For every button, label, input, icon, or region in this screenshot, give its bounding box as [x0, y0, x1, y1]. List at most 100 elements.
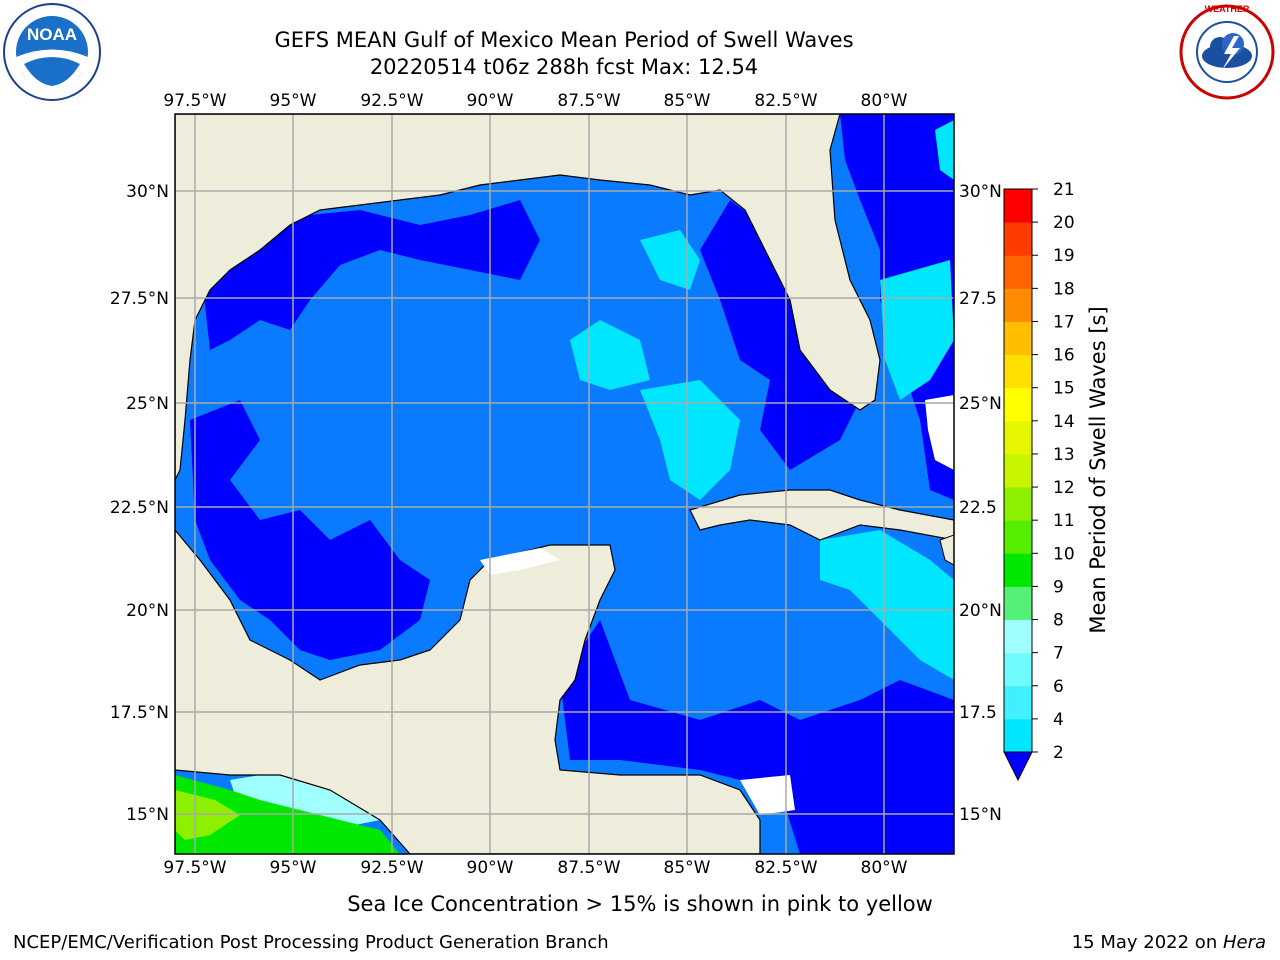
- colorbar-segment: [1004, 619, 1032, 654]
- colorbar-segment: [1004, 255, 1032, 289]
- colorbar-segment: [1004, 520, 1032, 554]
- nodata-honduras: [740, 775, 795, 815]
- noaa-logo: NOAA: [3, 3, 101, 101]
- lat-tick-right: 25°N: [959, 394, 1002, 414]
- swell-low-north-shelf: [200, 200, 540, 350]
- colorbar-tick-label: 10: [1053, 544, 1075, 564]
- colorbar-segment: [1004, 321, 1032, 356]
- colorbar-tick-label: 8: [1053, 611, 1064, 631]
- colorbar-segment: [1004, 553, 1032, 587]
- land-hispaniola: [939, 534, 954, 566]
- swell-low-caribbean: [560, 620, 954, 854]
- land-cuba: [689, 489, 954, 541]
- colorbar-segment: [1004, 652, 1032, 687]
- lat-tick-right: 15°N: [959, 805, 1002, 825]
- map-frame: [174, 113, 955, 855]
- footer-host: Hera: [1222, 932, 1266, 953]
- colorbar-tick-label: 7: [1053, 644, 1064, 664]
- colorbar-outline: [1003, 188, 1033, 753]
- chart-title: GEFS MEAN Gulf of Mexico Mean Period of …: [274, 28, 854, 52]
- colorbar-tick-label: 15: [1053, 379, 1075, 399]
- lon-tick-bottom: 97.5°W: [163, 858, 226, 878]
- noaa-text: NOAA: [27, 25, 77, 44]
- nws-logo: WEATHER: [1179, 4, 1275, 100]
- colorbar-segment: [1004, 685, 1032, 720]
- swell-mid-atl-north: [935, 120, 954, 180]
- colorbar-tick-label: 16: [1053, 346, 1075, 366]
- colorbar-segment: [1004, 189, 1032, 223]
- swell-mid-patch: [570, 320, 650, 390]
- footer-credit: NCEP/EMC/Verification Post Processing Pr…: [13, 932, 609, 953]
- footer-date: 15 May 2022 on Hera: [1072, 931, 1266, 955]
- chart-subtitle: 20220514 t06z 288h fcst Max: 12.54: [369, 55, 759, 79]
- nodata-yucatan: [480, 548, 560, 575]
- lon-tick-top: 80°W: [861, 91, 908, 111]
- colorbar-tick-label: 14: [1053, 412, 1075, 432]
- lat-tick-left: 17.5°N: [110, 703, 169, 723]
- colorbar-tick-label: 9: [1053, 577, 1064, 597]
- lat-tick-right: 20°N: [959, 601, 1002, 621]
- colorbar-tick-label: 6: [1053, 677, 1064, 697]
- lat-tick-right: 17.5: [959, 703, 997, 723]
- lat-tick-left: 15°N: [126, 805, 169, 825]
- colorbar-segment: [1004, 718, 1032, 753]
- colorbar-segment: [1004, 487, 1032, 521]
- map-area: [175, 114, 954, 854]
- lat-tick-right: 27.5: [959, 289, 997, 309]
- colorbar-segment: [1004, 288, 1032, 322]
- lon-tick-top: 97.5°W: [163, 91, 226, 111]
- colorbar-segment: [1004, 453, 1032, 488]
- colorbar-tick-label: 11: [1053, 511, 1075, 531]
- colorbar-segment: [1004, 387, 1032, 422]
- colorbar-tick-label: 4: [1053, 710, 1064, 730]
- lon-tick-bottom: 80°W: [861, 858, 908, 878]
- lon-tick-top: 90°W: [467, 91, 514, 111]
- lon-tick-top: 92.5°W: [360, 91, 423, 111]
- lon-tick-bottom: 87.5°W: [557, 858, 620, 878]
- lon-tick-bottom: 90°W: [467, 858, 514, 878]
- lon-tick-top: 87.5°W: [557, 91, 620, 111]
- colorbar-segment: [1004, 420, 1032, 455]
- colorbar: 2 4 6 7 8 9 10 11 12 13 14 15 16 17 18 19 20 21: [1003, 180, 1075, 782]
- footer-date-text: 15 May 2022 on: [1071, 932, 1223, 953]
- colorbar-tick-label: 13: [1053, 445, 1075, 465]
- lon-tick-bottom: 92.5°W: [360, 858, 423, 878]
- swell-low-west: [190, 400, 430, 660]
- lon-tick-top: 82.5°W: [754, 91, 817, 111]
- lat-tick-left: 25°N: [126, 394, 169, 414]
- swell-mid-north: [640, 230, 700, 290]
- colorbar-tick-label: 20: [1053, 213, 1075, 233]
- land-mexico: [175, 529, 761, 854]
- swell-pacific-green-light: [175, 790, 240, 840]
- colorbar-tick-label: 12: [1053, 478, 1075, 498]
- ice-note: Sea Ice Concentration > 15% is shown in …: [347, 892, 933, 916]
- colorbar-segment: [1004, 222, 1032, 256]
- lon-tick-bottom: 95°W: [270, 858, 317, 878]
- lat-tick-left: 27.5°N: [110, 289, 169, 309]
- colorbar-tick-label: 2: [1053, 743, 1064, 763]
- colorbar-tick-label: 18: [1053, 279, 1075, 299]
- lon-tick-top: 95°W: [270, 91, 317, 111]
- gridlines: [175, 114, 954, 854]
- nodata-bahamas: [925, 395, 954, 470]
- lat-tick-left: 30°N: [126, 182, 169, 202]
- swell-mid-florida: [880, 260, 954, 400]
- lat-tick-left: 22.5°N: [110, 498, 169, 518]
- lat-tick-right: 22.5: [959, 498, 997, 518]
- lat-tick-right: 30°N: [959, 182, 1002, 202]
- colorbar-tick-label: 17: [1053, 312, 1075, 332]
- colorbar-tick-label: 21: [1053, 180, 1075, 200]
- lon-tick-top: 85°W: [664, 91, 711, 111]
- swell-mid-central: [640, 380, 740, 500]
- colorbar-segment: [1004, 354, 1032, 389]
- colorbar-label: Mean Period of Swell Waves [s]: [1086, 306, 1110, 633]
- lon-tick-bottom: 82.5°W: [754, 858, 817, 878]
- lat-tick-left: 20°N: [126, 601, 169, 621]
- colorbar-segment: [1004, 586, 1032, 621]
- nws-ring-text: WEATHER: [1205, 4, 1250, 14]
- land-usa: [175, 114, 881, 481]
- swell-mid-caribbean: [820, 530, 954, 680]
- colorbar-extend: [1003, 751, 1033, 782]
- colorbar-tick-label: 19: [1053, 246, 1075, 266]
